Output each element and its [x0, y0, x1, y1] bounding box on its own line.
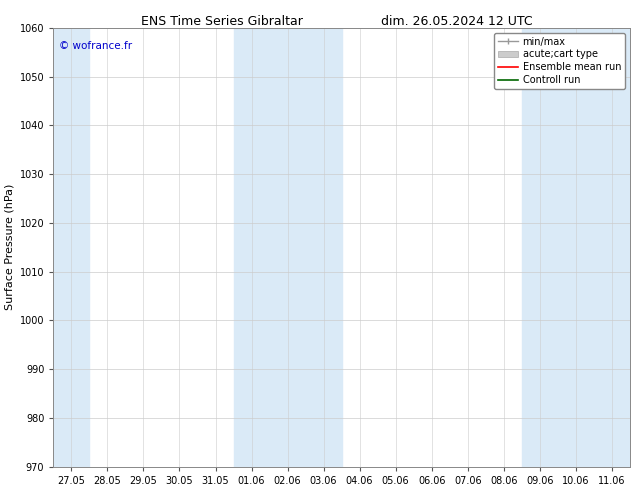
Text: © wofrance.fr: © wofrance.fr: [59, 41, 133, 51]
Legend: min/max, acute;cart type, Ensemble mean run, Controll run: min/max, acute;cart type, Ensemble mean …: [495, 33, 625, 89]
Text: dim. 26.05.2024 12 UTC: dim. 26.05.2024 12 UTC: [380, 15, 533, 28]
Y-axis label: Surface Pressure (hPa): Surface Pressure (hPa): [4, 184, 14, 311]
Bar: [233, 28, 342, 467]
Bar: [522, 28, 630, 467]
Bar: [53, 28, 89, 467]
Text: ENS Time Series Gibraltar: ENS Time Series Gibraltar: [141, 15, 303, 28]
